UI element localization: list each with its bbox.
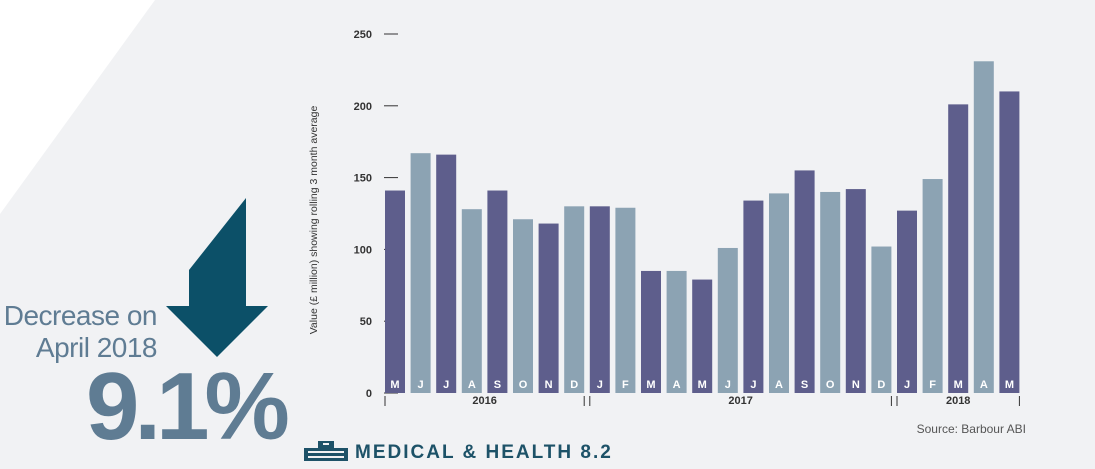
- bar: [769, 193, 789, 393]
- bar: [692, 279, 713, 393]
- bar: [615, 207, 636, 393]
- bar-month-label: A: [673, 379, 681, 391]
- bar-month-label: J: [725, 379, 731, 391]
- bar-month-label: O: [519, 379, 528, 391]
- y-tick-label: 50: [360, 316, 372, 328]
- bar-month-label: D: [570, 379, 578, 391]
- bar-month-label: J: [750, 379, 756, 391]
- year-label: 2018: [946, 395, 970, 407]
- bar: [589, 206, 610, 393]
- bar: [487, 190, 508, 393]
- year-label: 2016: [472, 395, 496, 407]
- arrow-down-icon: [166, 198, 268, 357]
- bar-month-label: A: [775, 379, 783, 391]
- y-tick-label: 150: [354, 173, 372, 185]
- bar-month-label: N: [852, 379, 860, 391]
- year-label: 2017: [728, 395, 752, 407]
- bar: [922, 179, 943, 393]
- decrease-percentage: 9.1%: [86, 353, 290, 460]
- decrease-label: Decrease on: [3, 300, 158, 331]
- y-tick-label: 0: [366, 388, 372, 400]
- bar: [461, 209, 482, 393]
- bar-month-label: O: [826, 379, 835, 391]
- bar-month-label: M: [646, 379, 655, 391]
- bar-month-label: D: [877, 379, 885, 391]
- bar-month-label: S: [801, 379, 808, 391]
- bar-month-label: J: [597, 379, 603, 391]
- bar: [871, 246, 892, 393]
- bar: [666, 270, 687, 393]
- bar-month-label: M: [954, 379, 963, 391]
- bar: [845, 189, 866, 393]
- y-tick-label: 100: [354, 244, 372, 256]
- bar-month-label: J: [418, 379, 424, 391]
- bar: [385, 190, 405, 393]
- bar-month-label: F: [622, 379, 629, 391]
- y-tick-label: 200: [354, 101, 372, 113]
- bar-month-label: S: [494, 379, 501, 391]
- y-tick-label: 250: [354, 29, 372, 41]
- bar: [641, 270, 661, 393]
- bar: [743, 200, 764, 393]
- bar: [820, 191, 841, 393]
- x-axis: 2016 2017 2018: [384, 395, 1020, 407]
- bar-month-label: N: [545, 379, 553, 391]
- bar-month-label: J: [443, 379, 449, 391]
- bar: [948, 104, 969, 393]
- bar-month-label: M: [1005, 379, 1014, 391]
- bar-month-label: A: [468, 379, 476, 391]
- bar-month-label: M: [390, 379, 399, 391]
- bar: [794, 170, 815, 393]
- building-icon: [304, 441, 348, 461]
- bar: [717, 247, 738, 393]
- bar: [564, 206, 585, 393]
- source-note: Source: Barbour ABI: [916, 422, 1026, 436]
- y-axis-label: Value (£ million) showing rolling 3 mont…: [308, 106, 320, 335]
- bar-month-label: A: [980, 379, 988, 391]
- bar-month-label: J: [904, 379, 910, 391]
- bar: [999, 91, 1020, 393]
- y-axis: 0 50 100 150 200 250: [354, 29, 398, 400]
- bar: [538, 223, 559, 393]
- bar: [973, 61, 994, 394]
- bar: [436, 154, 457, 393]
- bar-month-label: M: [698, 379, 707, 391]
- bar: [410, 153, 431, 393]
- bar-month-label: F: [929, 379, 936, 391]
- decrease-period-label: April 2018: [35, 332, 158, 363]
- bar: [513, 219, 533, 393]
- section-title: MEDICAL & HEALTH 8.2: [355, 442, 613, 463]
- bar: [897, 210, 917, 393]
